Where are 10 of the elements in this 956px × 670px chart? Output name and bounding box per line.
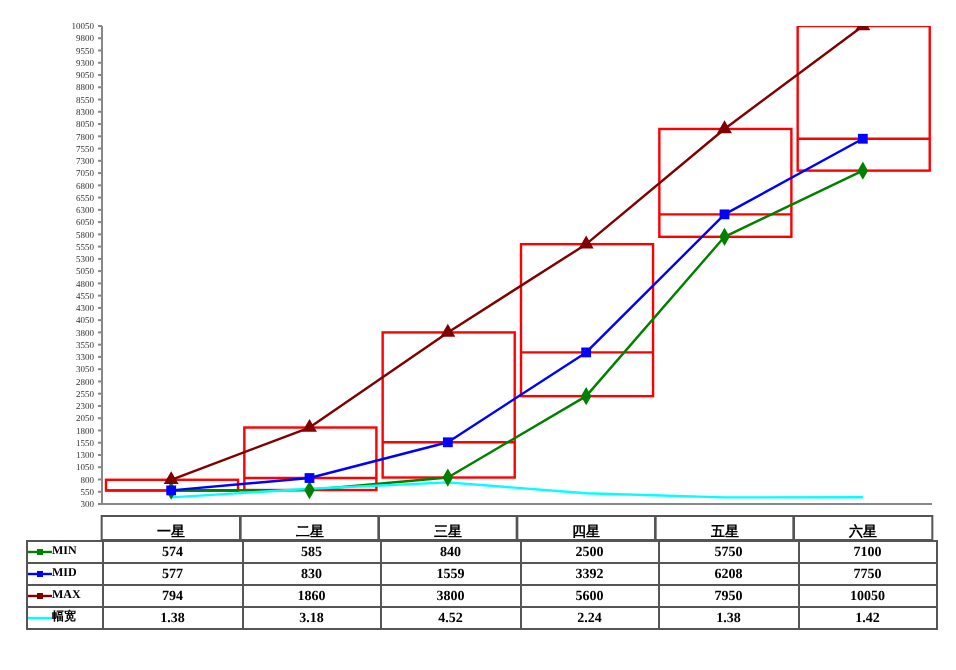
point: [440, 323, 456, 337]
point: [857, 133, 868, 144]
point: [442, 437, 453, 448]
point: [578, 235, 594, 249]
point: [304, 473, 315, 483]
point: [717, 120, 732, 134]
point: [719, 209, 730, 220]
point: [581, 347, 592, 358]
point: [302, 418, 317, 432]
point: [163, 471, 179, 485]
